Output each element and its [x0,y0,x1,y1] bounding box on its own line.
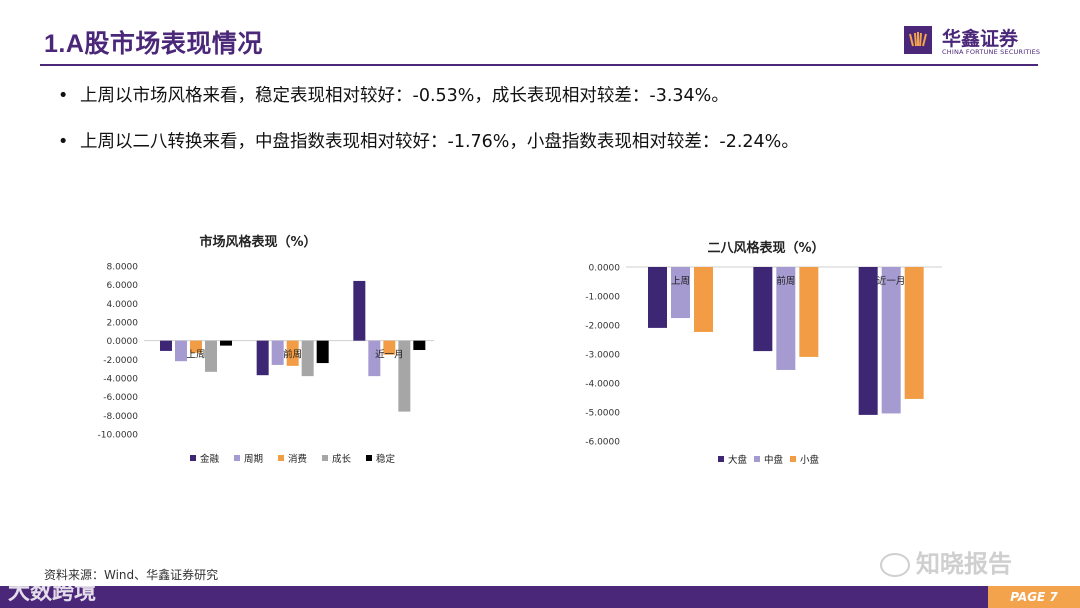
brand-logo: 华鑫证券 CHINA FORTUNE SECURITIES [904,24,1044,60]
category-label: 前周 [283,349,302,361]
legend-label: 周期 [244,454,263,465]
bullet-item: • 上周以二八转换来看，中盘指数表现相对较好：-1.76%，小盘指数表现相对较差… [58,130,799,154]
bar-大盘 [753,267,773,352]
legend-label: 小盘 [800,454,820,466]
y-tick-label: -2.0000 [585,322,620,332]
bullet-item: • 上周以市场风格来看，稳定表现相对较好：-0.53%，成长表现相对较差：-3.… [58,84,799,108]
bar-中盘 [671,267,690,319]
legend-swatch [322,455,328,461]
legend-swatch [190,455,196,461]
bar-小盘 [694,267,713,332]
bar-中盘 [881,267,901,414]
category-label: 上周 [671,276,690,287]
legend-swatch [790,456,796,462]
y-tick-label: -4.0000 [103,375,138,385]
y-tick-label: -1.0000 [585,293,620,303]
legend-label: 成长 [332,453,352,465]
bullet-list: • 上周以市场风格来看，稳定表现相对较好：-0.53%，成长表现相对较差：-3.… [58,84,799,176]
legend-swatch [234,455,240,461]
y-tick-label: -8.0000 [103,412,138,422]
source-note: 资料来源：Wind、华鑫证券研究 [44,568,219,582]
chart-title: 市场风格表现（%） [199,234,316,250]
wechat-icon [880,553,910,577]
legend-label: 中盘 [764,454,784,466]
logo-mark-icon [904,26,932,54]
y-tick-label: -4.0000 [585,380,620,390]
y-tick-label: 8.0000 [107,263,139,273]
page-number: PAGE 7 [988,586,1080,608]
bullet-marker: • [58,86,69,106]
size-style-chart: 二八风格表现（%） 0.0000 -1.0000 -2.0000 -3.0000 -4.0… [585,240,942,466]
footer-bar [0,586,1080,608]
category-label: 前周 [776,275,795,287]
y-tick-label: -5.0000 [585,409,620,419]
bar-消费 [286,340,299,366]
y-tick-label: -10.0000 [98,431,139,441]
legend-swatch [278,455,284,461]
y-tick-label: 2.0000 [107,319,139,329]
y-tick-label: -3.0000 [585,351,620,361]
title-divider [40,64,1038,66]
bullet-marker: • [58,132,69,152]
watermark-right: 知晓报告 [880,544,1012,579]
bar-周期 [368,340,381,377]
bar-大盘 [858,267,878,415]
bar-中盘 [776,267,796,370]
category-label: 上周 [186,350,205,361]
y-tick-label: 4.0000 [107,300,139,310]
bar-金融 [256,340,269,376]
bar-稳定 [220,340,232,346]
category-label: 近一月 [877,275,906,287]
y-tick-label: -6.0000 [103,393,138,403]
bar-消费 [190,340,202,353]
category-label: 近一月 [375,349,404,361]
legend-swatch [366,455,372,461]
legend-label: 大盘 [728,454,748,466]
y-tick-label: 6.0000 [107,281,139,291]
bar-成长 [301,340,314,377]
bullet-text: 上周以二八转换来看，中盘指数表现相对较好：-1.76%，小盘指数表现相对较差：-… [80,132,799,152]
y-tick-label: 0.0000 [107,337,139,347]
page-title: 1.A股市场表现情况 [44,30,263,58]
y-tick-label: 0.0000 [589,264,621,274]
legend-label: 稳定 [376,453,396,465]
bar-金融 [353,280,366,341]
bar-消费 [383,340,396,355]
y-tick-label: -6.0000 [585,438,620,448]
bar-稳定 [413,340,426,350]
bar-稳定 [316,340,329,364]
bar-小盘 [799,267,819,357]
bar-成长 [205,340,217,372]
bar-周期 [271,340,284,365]
bullet-text: 上周以市场风格来看，稳定表现相对较好：-0.53%，成长表现相对较差：-3.34… [80,86,729,106]
chart-title: 二八风格表现（%） [707,240,824,256]
bar-大盘 [648,267,667,328]
bar-成长 [398,340,411,412]
legend-label: 金融 [200,453,220,465]
bar-小盘 [904,267,924,399]
market-style-chart: 市场风格表现（%） 8.0000 6.0000 4.0000 2.0000 0.0000 -… [98,234,434,465]
logo-name-en: CHINA FORTUNE SECURITIES [942,48,1041,56]
y-tick-label: -2.0000 [103,356,138,366]
bar-周期 [175,340,187,362]
watermark-left: 大数跨境 [8,580,97,605]
bar-金融 [160,340,172,351]
legend-label: 消费 [288,453,307,465]
logo-name-cn: 华鑫证券 [942,28,1019,50]
legend-swatch [718,456,724,462]
legend-swatch [754,456,760,462]
